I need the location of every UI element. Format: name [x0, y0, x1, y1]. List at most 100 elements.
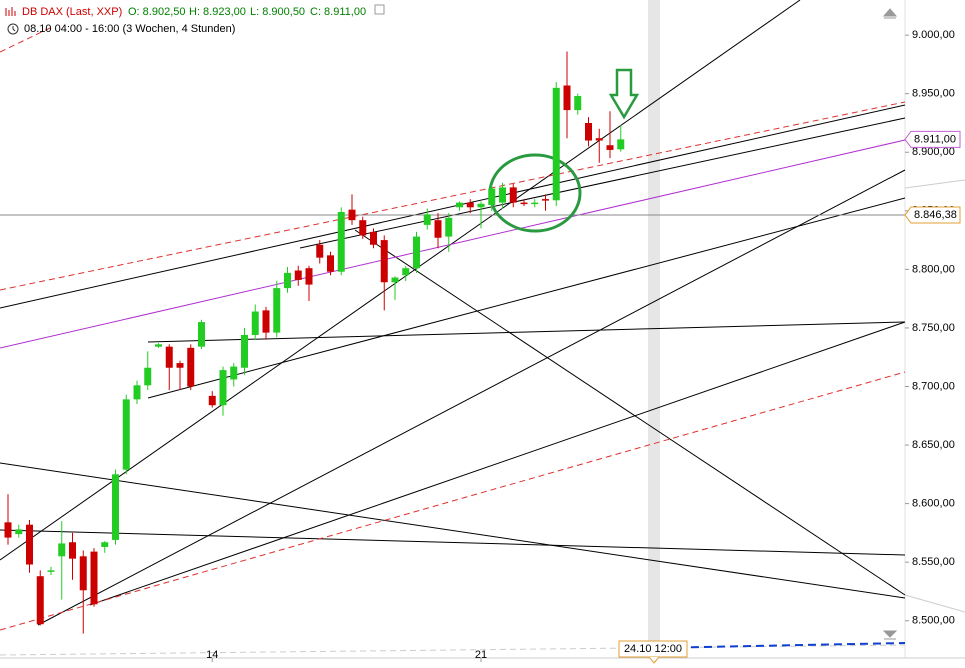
candle-body [273, 288, 281, 333]
price-label: 8.911,00 [914, 133, 956, 145]
candle-body [90, 551, 98, 605]
dashed-line [0, 644, 906, 656]
candle-body [574, 96, 582, 111]
y-tick-label: 8.650,00 [912, 439, 955, 451]
dashed-line [651, 642, 906, 649]
candle-body [294, 270, 302, 280]
candle-body [606, 145, 614, 150]
trend-line [0, 139, 906, 349]
candle-body [155, 344, 162, 347]
scroll-down[interactable] [882, 630, 898, 640]
candle-body [47, 570, 55, 572]
candle-body [531, 202, 539, 205]
candle-body [488, 188, 496, 205]
candle-body [348, 209, 356, 221]
candle-body [445, 217, 453, 237]
candle-body [509, 187, 517, 203]
clock-icon [12, 26, 16, 32]
candle-body [36, 576, 44, 625]
ohlc-low: L: 8.900,50 [250, 6, 305, 18]
candle-body [477, 203, 485, 208]
candle-body [391, 277, 399, 283]
candle-body [466, 202, 474, 208]
candle-body [133, 385, 141, 400]
y-tick-label: 8.800,00 [912, 263, 955, 275]
trend-line [89, 321, 906, 606]
ohlc-open: O: 8.902,50 [128, 6, 186, 18]
candle-body [26, 524, 33, 565]
trend-line [147, 321, 906, 343]
x-tick-label: 14 [206, 649, 218, 661]
candle-body [58, 543, 66, 557]
y-tick-label: 9.000,00 [912, 29, 955, 41]
header-icon[interactable] [374, 4, 385, 15]
candle-body [69, 542, 76, 559]
candle-body [595, 138, 603, 141]
trend-line [904, 179, 965, 189]
candle-body [230, 366, 238, 380]
candle-body [380, 240, 388, 283]
y-tick-label: 8.900,00 [912, 146, 955, 158]
time-label-pointer [648, 656, 660, 664]
clock-icon [7, 23, 19, 35]
candle-body [241, 334, 248, 368]
candle-body [542, 199, 549, 201]
ohlc-close: C: 8.911,00 [310, 6, 366, 18]
trend-line [904, 594, 965, 613]
candle-body [176, 363, 184, 368]
channel-line [0, 101, 906, 291]
trend-line [0, 529, 906, 556]
candle-body [101, 542, 109, 547]
candle-body [219, 370, 227, 406]
trend-line [0, 104, 906, 309]
candle-body [327, 255, 334, 272]
price-label-box [904, 206, 961, 224]
y-tick-label: 8.600,00 [912, 498, 955, 510]
candle-body [262, 310, 270, 333]
candle-body [499, 187, 506, 203]
candle-body [198, 322, 205, 347]
price-label-box [904, 130, 961, 148]
candle-body [187, 347, 195, 387]
ohlc-high: H: 8.923,00 [189, 6, 246, 18]
candle-body [359, 220, 367, 236]
candle-body [370, 231, 377, 245]
candle-body [79, 556, 87, 591]
price-label: 8.846,38 [914, 209, 957, 221]
candle-body [15, 529, 23, 535]
candle-body [284, 272, 291, 289]
time-range: 08.10 04:00 - 16:00 (3 Wochen, 4 Stunden… [24, 23, 235, 35]
candle-body [585, 122, 592, 141]
y-tick-label: 8.750,00 [912, 322, 955, 334]
candle-body [520, 202, 528, 205]
candle-body [423, 214, 431, 225]
y-tick-label: 8.500,00 [912, 615, 955, 627]
trend-line [0, 462, 906, 599]
candle-body [337, 211, 345, 272]
y-tick-label: 8.700,00 [912, 380, 955, 392]
candle-body [552, 87, 560, 201]
down-arrow [608, 68, 640, 120]
candle-body [413, 236, 420, 269]
candle-body [4, 522, 12, 538]
time-label: 24.10 12:00 [624, 643, 682, 655]
candle-body [144, 367, 152, 386]
candle-body [122, 399, 130, 470]
trend-line [147, 197, 906, 399]
candle-body [208, 395, 216, 406]
candle-body [251, 311, 259, 335]
candle-body [434, 220, 442, 238]
instrument-title: DB DAX (Last, XXP) [22, 6, 122, 18]
candle-body [402, 268, 410, 276]
candle-body [563, 85, 571, 111]
trend-line [354, 229, 906, 596]
y-tick-label: 8.550,00 [912, 556, 955, 568]
scroll-up[interactable] [882, 8, 898, 19]
symbol-icon [5, 7, 16, 16]
trend-line [0, 0, 801, 561]
y-tick-label: 8.950,00 [912, 88, 955, 100]
x-tick-label: 21 [475, 649, 487, 661]
